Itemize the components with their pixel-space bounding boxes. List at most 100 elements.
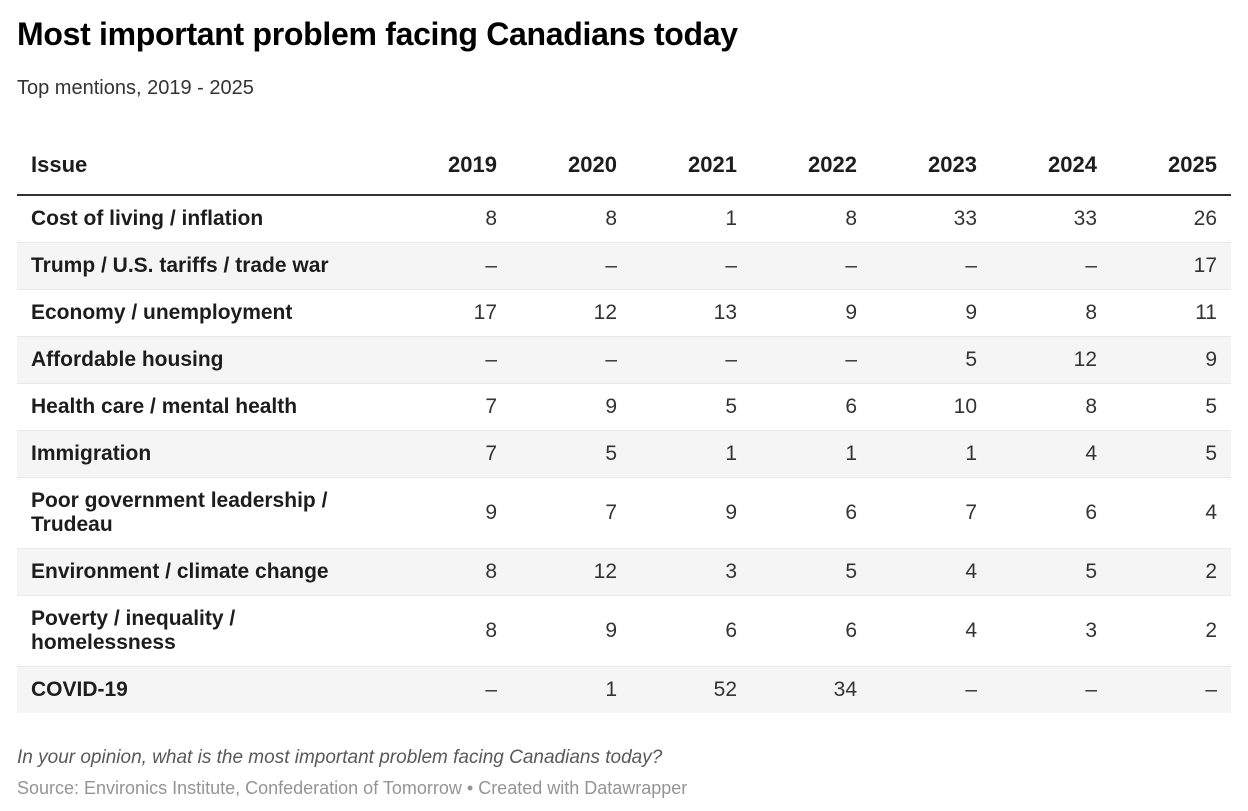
value-cell: 6	[845, 500, 857, 524]
value-cell: 12	[1073, 347, 1097, 371]
column-header-issue: Issue	[31, 151, 88, 177]
table-row: Affordable housing – – – – 5 12 9	[17, 336, 1231, 384]
column-header-year: 2022	[808, 151, 857, 177]
table-row: Health care / mental health 7 9 5 6 10 8 5	[17, 383, 1231, 430]
value-cell: 1	[605, 677, 617, 701]
column-header-year: 2019	[448, 151, 497, 177]
table-header-row: Issue 2019 2020 2021 2022 2023 2024 2025	[17, 140, 1231, 195]
value-cell: 3	[1085, 618, 1097, 642]
column-header-year: 2025	[1168, 151, 1217, 177]
value-cell: 9	[965, 300, 977, 324]
value-cell: 4	[1205, 500, 1217, 524]
value-cell: 1	[725, 441, 737, 465]
value-cell: 7	[485, 394, 497, 418]
issue-cell: COVID-19	[31, 677, 128, 701]
value-cell: 1	[965, 441, 977, 465]
issue-cell: Economy / unemployment	[31, 300, 293, 324]
value-cell: 7	[485, 441, 497, 465]
value-cell: 5	[1205, 394, 1217, 418]
value-cell: –	[485, 347, 497, 371]
column-header-year: 2020	[568, 151, 617, 177]
value-cell: 17	[1193, 253, 1217, 277]
value-cell: –	[845, 347, 857, 371]
value-cell: 6	[845, 618, 857, 642]
issue-cell: Trump / U.S. tariffs / trade war	[31, 253, 329, 277]
issue-cell: Health care / mental health	[31, 394, 298, 418]
value-cell: 5	[725, 394, 737, 418]
value-cell: 10	[953, 394, 977, 418]
value-cell: 33	[1073, 206, 1097, 230]
issue-cell: Poverty / inequality / homelessness	[31, 606, 236, 654]
value-cell: 5	[965, 347, 977, 371]
value-cell: 9	[725, 500, 737, 524]
issue-cell: Affordable housing	[31, 347, 224, 371]
value-cell: 8	[485, 618, 497, 642]
table-body: Cost of living / inflation 8 8 1 8 33 33 26 Trum…	[17, 195, 1231, 713]
issues-table: Issue 2019 2020 2021 2022 2023 2024 2025 Cost o…	[17, 140, 1231, 713]
value-cell: 2	[1205, 618, 1217, 642]
table-row: Immigration 7 5 1 1 1 4 5	[17, 430, 1231, 478]
value-cell: –	[485, 677, 497, 701]
value-cell: –	[1085, 253, 1097, 277]
value-cell: 5	[605, 441, 617, 465]
value-cell: 1	[725, 206, 737, 230]
issue-cell: Environment / climate change	[31, 559, 329, 583]
value-cell: 1	[845, 441, 857, 465]
value-cell: 6	[845, 394, 857, 418]
value-cell: 9	[605, 618, 617, 642]
source-line: Source: Environics Institute, Confederat…	[17, 777, 688, 798]
value-cell: 8	[845, 206, 857, 230]
table-row: Poverty / inequality / homelessness 8 9 6 6 4…	[17, 595, 1231, 666]
value-cell: –	[725, 253, 737, 277]
value-cell: 33	[953, 206, 977, 230]
page-subtitle: Top mentions, 2019 - 2025	[17, 76, 254, 99]
value-cell: 11	[1195, 300, 1217, 324]
value-cell: 3	[725, 559, 737, 583]
value-cell: 4	[965, 618, 977, 642]
value-cell: 8	[485, 206, 497, 230]
value-cell: –	[965, 677, 977, 701]
value-cell: 5	[1205, 441, 1217, 465]
value-cell: 34	[833, 677, 857, 701]
table-row: Economy / unemployment 17 12 13 9 9 8 11	[17, 289, 1231, 336]
table-row: Poor government leadership / Trudeau 9 7 9 6…	[17, 477, 1231, 548]
value-cell: –	[605, 347, 617, 371]
issue-cell: Poor government leadership / Trudeau	[31, 488, 328, 536]
table-row: Cost of living / inflation 8 8 1 8 33 33 26	[17, 195, 1231, 243]
value-cell: 5	[1085, 559, 1097, 583]
value-cell: 9	[605, 394, 617, 418]
value-cell: 2	[1205, 559, 1217, 583]
value-cell: 52	[713, 677, 737, 701]
value-cell: 7	[605, 500, 617, 524]
value-cell: 6	[1085, 500, 1097, 524]
value-cell: –	[965, 253, 977, 277]
value-cell: 6	[725, 618, 737, 642]
value-cell: 4	[1085, 441, 1097, 465]
issue-cell: Cost of living / inflation	[31, 206, 264, 230]
value-cell: –	[605, 253, 617, 277]
table-row: Environment / climate change 8 12 3 5 4 5 2	[17, 548, 1231, 596]
page-title: Most important problem facing Canadians …	[17, 16, 738, 52]
value-cell: 26	[1193, 206, 1217, 230]
value-cell: 9	[845, 300, 857, 324]
value-cell: 13	[713, 300, 737, 324]
value-cell: 9	[485, 500, 497, 524]
value-cell: –	[485, 253, 497, 277]
value-cell: 8	[1085, 300, 1097, 324]
value-cell: –	[1205, 677, 1217, 701]
value-cell: 5	[845, 559, 857, 583]
value-cell: 8	[605, 206, 617, 230]
table-row: COVID-19 – 1 52 34 – – –	[17, 666, 1231, 713]
value-cell: –	[725, 347, 737, 371]
value-cell: 9	[1205, 347, 1217, 371]
value-cell: 7	[965, 500, 977, 524]
value-cell: 12	[593, 559, 617, 583]
value-cell: 8	[1085, 394, 1097, 418]
value-cell: 4	[965, 559, 977, 583]
value-cell: 12	[593, 300, 617, 324]
table-row: Trump / U.S. tariffs / trade war – – – – – – 17	[17, 242, 1231, 290]
issue-cell: Immigration	[31, 441, 152, 465]
column-header-year: 2024	[1048, 151, 1097, 177]
value-cell: 8	[485, 559, 497, 583]
